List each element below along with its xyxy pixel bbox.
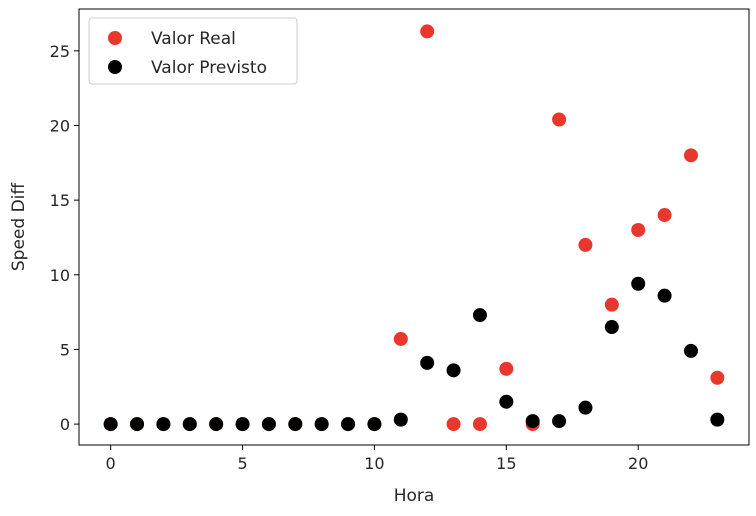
point-valor-previsto (499, 394, 514, 409)
point-valor-real (578, 237, 593, 252)
point-valor-previsto (472, 308, 487, 323)
point-valor-previsto (420, 355, 435, 370)
point-valor-previsto (393, 412, 408, 427)
point-valor-real (657, 208, 672, 223)
point-valor-previsto (578, 400, 593, 415)
legend-label-valor-real: Valor Real (151, 29, 236, 49)
point-valor-previsto (604, 320, 619, 335)
y-tick-label: 25 (50, 42, 70, 61)
point-valor-previsto (314, 417, 329, 432)
point-valor-real (393, 331, 408, 346)
point-valor-previsto (288, 417, 303, 432)
y-tick-label: 15 (50, 191, 70, 210)
point-valor-previsto (367, 417, 382, 432)
legend-marker-valor-real (108, 31, 122, 45)
x-tick-label: 5 (237, 454, 247, 473)
y-tick-label: 10 (50, 266, 70, 285)
legend: Valor Real Valor Previsto (88, 17, 298, 85)
point-valor-previsto (683, 343, 698, 358)
y-axis-ticks: 0 5 10 15 20 25 (50, 42, 79, 434)
point-valor-real (446, 417, 461, 432)
point-valor-previsto (341, 417, 356, 432)
data-points (103, 24, 725, 432)
x-axis-label: Hora (394, 486, 435, 506)
point-valor-previsto (209, 417, 224, 432)
x-tick-label: 15 (496, 454, 516, 473)
legend-box (88, 17, 298, 85)
point-valor-previsto (657, 288, 672, 303)
point-valor-real (604, 297, 619, 312)
plot-frame (78, 8, 750, 446)
point-valor-real (631, 222, 646, 237)
point-valor-previsto (130, 417, 145, 432)
point-valor-previsto (446, 363, 461, 378)
point-valor-previsto (552, 414, 567, 429)
point-valor-previsto (525, 414, 540, 429)
point-valor-previsto (156, 417, 171, 432)
point-valor-real (552, 112, 567, 127)
y-tick-label: 0 (60, 415, 70, 434)
point-valor-real (710, 370, 725, 385)
x-tick-label: 10 (364, 454, 384, 473)
x-axis-ticks: 0 5 10 15 20 (106, 445, 648, 473)
point-valor-previsto (261, 417, 276, 432)
point-valor-previsto (710, 412, 725, 427)
legend-marker-valor-previsto (108, 60, 122, 74)
y-axis-label: Speed Diff (9, 182, 29, 272)
y-tick-label: 5 (60, 340, 70, 359)
point-valor-real (499, 361, 514, 376)
point-valor-real (683, 148, 698, 163)
point-valor-previsto (182, 417, 197, 432)
x-tick-label: 20 (628, 454, 648, 473)
point-valor-previsto (631, 276, 646, 291)
legend-label-valor-previsto: Valor Previsto (151, 58, 267, 78)
y-tick-label: 20 (50, 116, 70, 135)
point-valor-real (472, 417, 487, 432)
point-valor-previsto (103, 417, 118, 432)
point-valor-previsto (235, 417, 250, 432)
x-tick-label: 0 (106, 454, 116, 473)
point-valor-real (420, 24, 435, 39)
